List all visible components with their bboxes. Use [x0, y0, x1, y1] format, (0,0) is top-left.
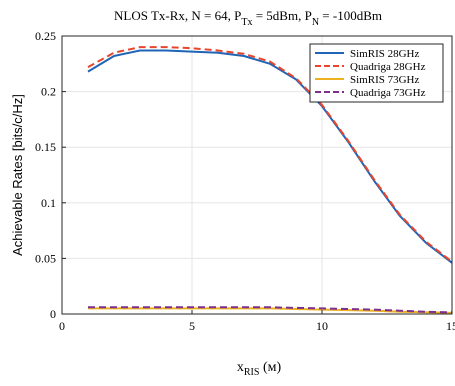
y-tick-label: 0.05	[35, 251, 56, 265]
y-tick-label: 0.25	[35, 29, 56, 43]
x-tick-label: 5	[189, 319, 195, 333]
y-tick-label: 0.15	[35, 140, 56, 154]
x-tick-label: 0	[59, 319, 65, 333]
y-tick-label: 0.1	[41, 196, 56, 210]
x-tick-label: 15	[446, 319, 455, 333]
plot-frame	[61, 35, 453, 315]
series-line-3	[88, 306, 453, 314]
y-axis-label: Achievable Rates [bits/c/Hz]	[10, 94, 25, 256]
y-tick-label: 0	[50, 307, 56, 321]
series-line-2	[88, 307, 453, 314]
y-tick-label: 0.2	[41, 85, 56, 99]
legend-label: Quadriga 28GHz	[350, 61, 426, 73]
series-line-1	[87, 46, 453, 263]
chart-title: NLOS Tx-Rx, N = 64, PTx = 5dBm, PN = -10…	[114, 8, 382, 28]
x-tick-label: 10	[316, 319, 328, 333]
ticks: 0 5 10 15 0 0.05 0.1 0.15 0.2 0.25	[35, 29, 455, 333]
legend-label: SimRIS 28GHz	[350, 48, 419, 60]
legend-label: Quadriga 73GHz	[350, 87, 426, 99]
legend-label: SimRIS 73GHz	[350, 74, 419, 86]
series-group	[87, 46, 453, 314]
x-axis-label: xRIS (м)	[237, 360, 282, 378]
